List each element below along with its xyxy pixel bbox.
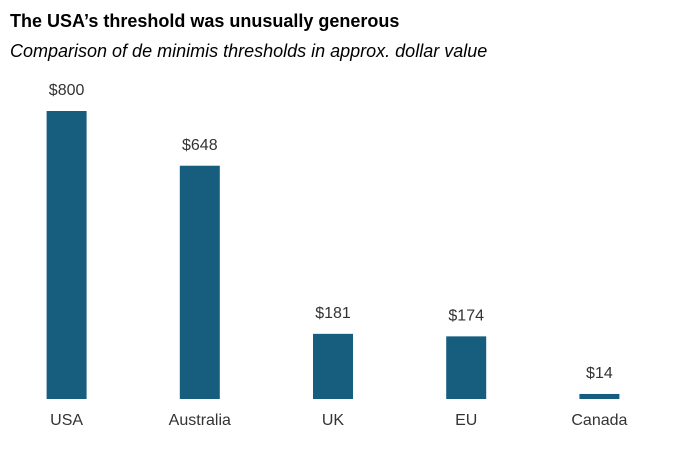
chart-subtitle: Comparison of de minimis thresholds in a… [10,41,487,61]
x-tick-label: USA [50,412,83,429]
x-tick-label: EU [455,412,477,429]
bar [446,336,487,399]
value-label: $14 [586,365,613,382]
value-label: $648 [182,137,218,154]
x-tick-label: UK [322,412,345,429]
bar [313,333,353,399]
x-tick-label: Australia [169,412,231,429]
bar [46,111,87,399]
value-label: $800 [49,82,85,99]
chart-title: The USA’s threshold was unusually genero… [10,11,399,31]
value-label: $174 [448,308,484,325]
bar [579,393,620,399]
value-label: $181 [315,305,351,322]
bar [179,165,220,399]
x-tick-label: Canada [571,412,627,429]
